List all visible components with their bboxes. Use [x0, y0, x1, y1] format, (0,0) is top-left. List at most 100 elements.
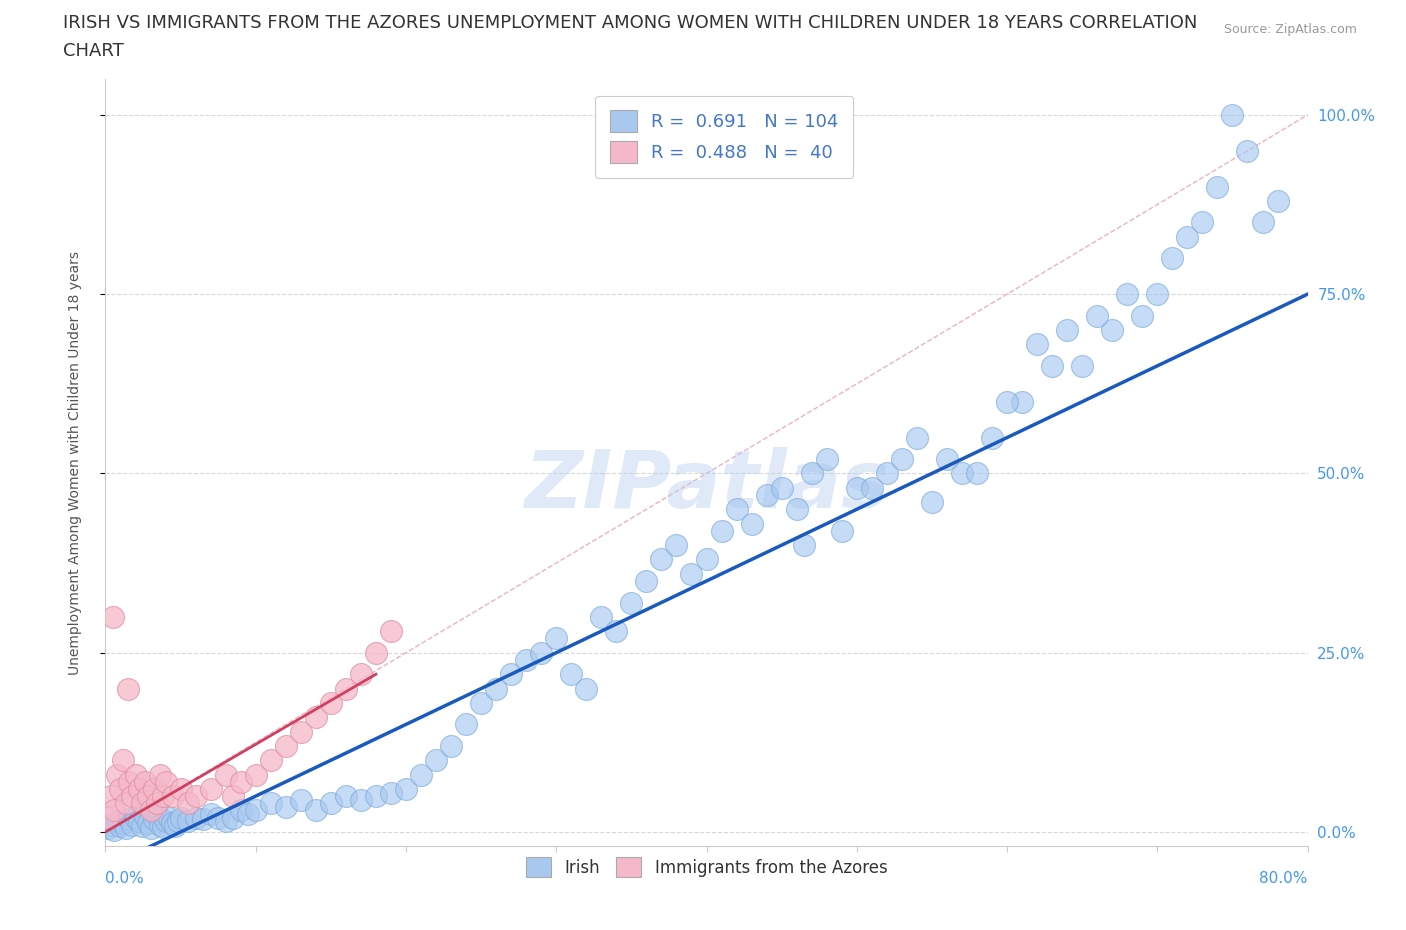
Point [103, 803, 125, 817]
Point [1011, 394, 1033, 409]
Point [350, 792, 373, 807]
Point [207, 810, 229, 825]
Point [650, 552, 672, 567]
Point [245, 767, 267, 782]
Point [800, 466, 823, 481]
Point [103, 822, 125, 837]
Point [134, 775, 156, 790]
Point [152, 789, 174, 804]
Point [112, 816, 135, 830]
Point [725, 502, 748, 517]
Point [112, 752, 135, 767]
Point [101, 609, 124, 624]
Point [890, 452, 912, 467]
Point [131, 796, 153, 811]
Point [1236, 143, 1258, 158]
Point [831, 524, 853, 538]
Point [142, 812, 165, 827]
Point [145, 806, 167, 821]
Point [364, 789, 387, 804]
Point [148, 817, 170, 832]
Text: IRISH VS IMMIGRANTS FROM THE AZORES UNEMPLOYMENT AMONG WOMEN WITH CHILDREN UNDER: IRISH VS IMMIGRANTS FROM THE AZORES UNEM… [63, 14, 1198, 32]
Legend: Irish, Immigrants from the Azores: Irish, Immigrants from the Azores [519, 850, 894, 884]
Point [136, 816, 159, 830]
Point [950, 466, 973, 481]
Point [501, 667, 523, 682]
Point [115, 796, 138, 811]
Point [845, 480, 868, 495]
Point [124, 810, 146, 825]
Text: 0.0%: 0.0% [105, 871, 145, 886]
Point [169, 810, 191, 825]
Point [560, 667, 582, 682]
Text: CHART: CHART [63, 42, 124, 60]
Point [274, 738, 297, 753]
Point [425, 752, 447, 767]
Point [260, 752, 283, 767]
Point [1191, 215, 1213, 230]
Point [131, 818, 153, 833]
Point [515, 653, 537, 668]
Point [238, 806, 260, 821]
Point [636, 574, 658, 589]
Y-axis label: Unemployment Among Women with Children Under 18 years: Unemployment Among Women with Children U… [67, 251, 82, 674]
Point [696, 552, 718, 567]
Point [335, 681, 357, 696]
Point [470, 696, 492, 711]
Point [290, 724, 312, 739]
Point [107, 814, 129, 829]
Point [710, 524, 733, 538]
Point [380, 624, 402, 639]
Point [157, 810, 180, 825]
Point [121, 789, 143, 804]
Point [1146, 286, 1168, 301]
Point [214, 767, 236, 782]
Point [770, 480, 793, 495]
Point [274, 800, 297, 815]
Point [152, 819, 174, 834]
Point [620, 595, 643, 610]
Point [163, 818, 186, 833]
Point [1116, 286, 1139, 301]
Point [815, 452, 838, 467]
Point [305, 803, 328, 817]
Point [1251, 215, 1274, 230]
Point [97, 821, 120, 836]
Point [191, 812, 214, 827]
Point [136, 789, 159, 804]
Point [1177, 230, 1199, 245]
Point [921, 495, 943, 510]
Point [117, 681, 139, 696]
Point [200, 806, 222, 821]
Point [305, 710, 328, 724]
Point [118, 812, 141, 827]
Point [145, 796, 167, 811]
Point [1267, 193, 1289, 208]
Point [222, 810, 245, 825]
Point [222, 789, 245, 804]
Point [160, 816, 183, 830]
Point [350, 667, 373, 682]
Point [1026, 337, 1049, 352]
Point [97, 810, 120, 825]
Point [229, 775, 252, 790]
Point [166, 814, 188, 829]
Point [107, 767, 129, 782]
Point [1161, 251, 1184, 266]
Point [936, 452, 959, 467]
Point [395, 781, 418, 796]
Point [110, 781, 132, 796]
Point [260, 796, 283, 811]
Point [591, 609, 613, 624]
Point [1101, 323, 1123, 338]
Point [100, 789, 122, 804]
Point [177, 796, 200, 811]
Point [966, 466, 988, 481]
Point [319, 696, 342, 711]
Point [905, 431, 928, 445]
Point [786, 502, 808, 517]
Point [681, 566, 703, 581]
Point [155, 775, 177, 790]
Point [214, 814, 236, 829]
Point [1071, 358, 1094, 373]
